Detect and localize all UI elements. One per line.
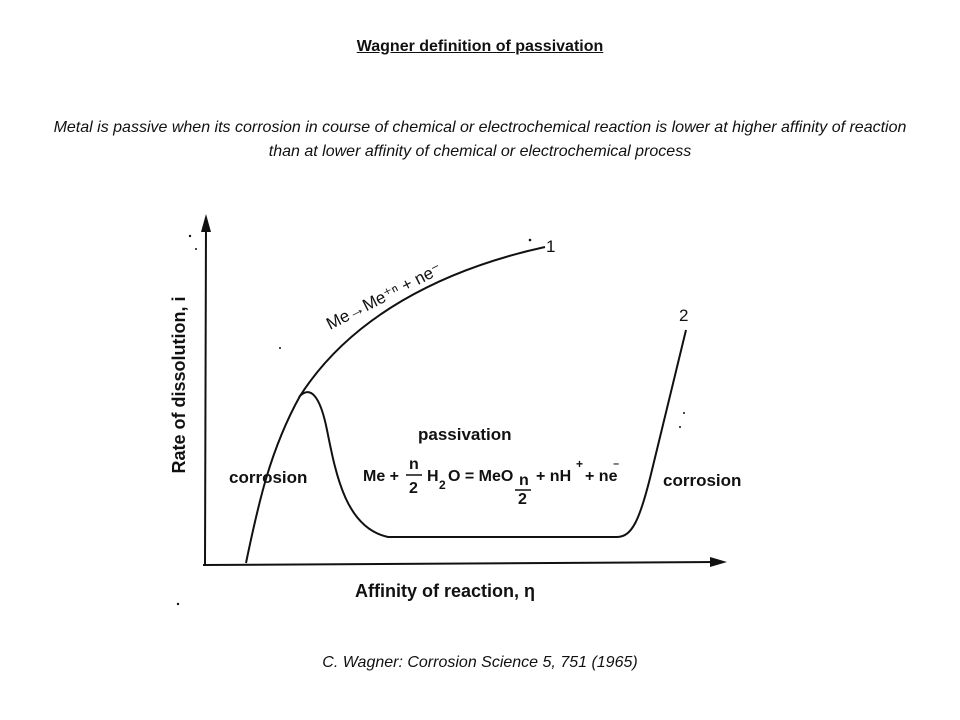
curve-2 (298, 329, 687, 538)
citation: C. Wagner: Corrosion Science 5, 751 (196… (322, 654, 638, 671)
definition-text: Metal is passive when its corrosion in c… (53, 119, 907, 160)
reaction-frac-2-bottom-2: 2 (518, 491, 527, 508)
x-axis (202, 561, 719, 566)
scan-dots (176, 234, 685, 606)
reaction-o-meo: O = MeO (448, 468, 513, 485)
reaction-ne: + ne (585, 468, 618, 485)
reaction-h: H (427, 468, 439, 485)
x-axis-arrow-icon (710, 557, 727, 567)
reaction-frac-2-bottom: 2 (409, 480, 418, 497)
passivation-reaction: Me + n 2 H 2 O = MeO n 2 + nH + + ne ⁻ (363, 456, 619, 508)
reaction-me: Me + (363, 468, 399, 485)
curve-2-label: 2 (679, 306, 688, 325)
reaction-frac-n-top-2: n (519, 472, 529, 489)
curve-1-label: 1 (546, 237, 555, 256)
y-axis-label: Rate of dissolution, i (169, 296, 189, 473)
region-left-label: corrosion (229, 468, 307, 487)
page-title: Wagner definition of passivation (356, 38, 604, 55)
reaction-ne-sup: ⁻ (613, 459, 619, 473)
y-axis (204, 221, 207, 566)
curve-1 (245, 246, 546, 564)
reaction-frac-n-top: n (409, 456, 419, 473)
curve-1-reaction: Me→Me⁺ⁿ + ne⁻ (323, 259, 444, 333)
reaction-h-sub: 2 (439, 478, 446, 492)
reaction-nh: + nH (536, 468, 571, 485)
reaction-nh-sup: + (576, 457, 583, 471)
region-right-label: corrosion (663, 471, 741, 490)
y-axis-arrow-icon (201, 214, 211, 232)
region-middle-label: passivation (418, 425, 512, 444)
x-axis-label: Affinity of reaction, η (355, 581, 535, 601)
axes (202, 221, 719, 566)
